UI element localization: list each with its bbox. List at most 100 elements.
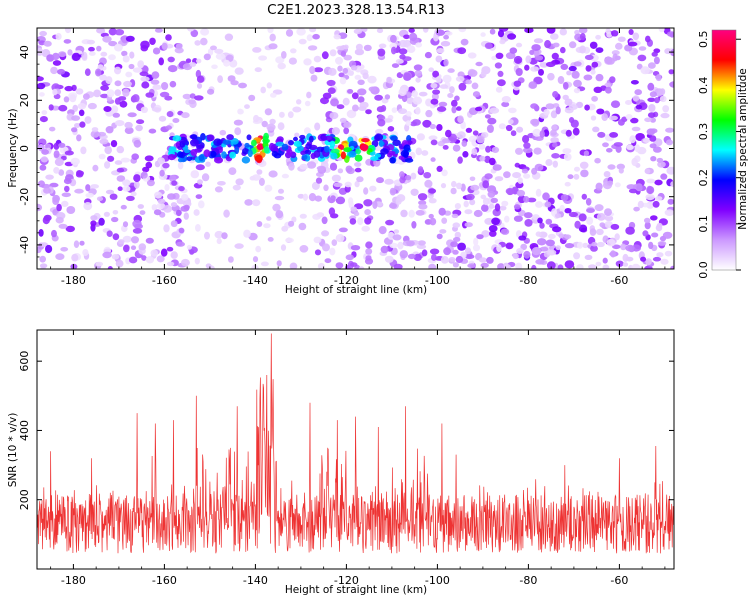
colorbar-tick-label: 0.1: [697, 215, 710, 233]
heatmap-cell: [154, 191, 163, 199]
heatmap-cell: [489, 230, 497, 237]
heatmap-cell: [387, 126, 395, 132]
heatmap-cell: [666, 31, 674, 37]
heatmap-cell: [380, 245, 389, 254]
heatmap-cell: [384, 255, 394, 263]
heatmap-cell: [537, 238, 547, 246]
heatmap-cell: [505, 242, 514, 250]
heatmap-cell: [181, 193, 189, 201]
heatmap-cell: [436, 106, 447, 112]
heatmap-cell: [308, 135, 314, 143]
heatmap-cell: [380, 105, 387, 112]
heatmap-cell: [303, 58, 312, 66]
snr-x-tick-label: -60: [610, 574, 628, 587]
heatmap-cell: [652, 200, 660, 208]
heatmap-cell: [655, 224, 663, 232]
heatmap-cell: [428, 67, 435, 72]
heatmap-cell: [307, 45, 318, 51]
heatmap-cell: [622, 253, 629, 262]
heatmap-cell: [79, 240, 85, 246]
heatmap-cell: [495, 86, 503, 93]
heatmap-cell: [200, 28, 210, 36]
snr-x-tick-label: -180: [61, 574, 86, 587]
heatmap-cell: [354, 180, 360, 188]
heatmap-cell: [374, 94, 383, 101]
heatmap-cell: [457, 131, 466, 139]
heatmap-cell: [275, 210, 284, 219]
heatmap-cell: [487, 117, 497, 125]
heatmap-cell: [631, 126, 641, 132]
heatmap-cell: [436, 124, 443, 131]
heatmap-cell: [303, 127, 311, 135]
heatmap-cell: [634, 89, 642, 96]
heatmap-cell: [605, 57, 615, 65]
heatmap-cell: [581, 193, 587, 200]
heatmap-cell: [329, 140, 336, 148]
heatmap-cell: [539, 130, 545, 138]
heatmap-cell: [293, 136, 298, 142]
heatmap-cell: [39, 92, 45, 97]
heatmap-cell: [457, 115, 464, 123]
heatmap-cell: [555, 213, 562, 219]
heatmap-cell: [256, 169, 263, 175]
heatmap-cell: [665, 127, 674, 133]
heatmap-cell: [546, 261, 556, 269]
heatmap-cell: [269, 118, 276, 125]
heatmap-cell: [38, 229, 44, 237]
heatmap-cell: [58, 51, 67, 58]
heatmap-cell: [398, 39, 408, 48]
heatmap-cell: [530, 118, 540, 126]
heatmap-cell: [316, 165, 326, 171]
heatmap-cell: [360, 144, 369, 151]
heatmap-cell: [357, 96, 365, 103]
heatmap-cell: [154, 28, 163, 33]
heatmap-cell: [354, 154, 363, 162]
heatmap-cell: [467, 52, 477, 59]
heatmap-cell: [454, 203, 461, 210]
heatmap-cell: [298, 38, 307, 45]
heatmap-cell: [186, 156, 193, 162]
heatmap-cell: [308, 193, 317, 202]
heatmap-cell: [76, 134, 82, 142]
heatmap-cell: [365, 248, 373, 255]
heatmap-cell: [169, 80, 177, 88]
heatmap-cell: [353, 211, 360, 217]
heatmap-cell: [491, 146, 500, 153]
heatmap-cell: [70, 157, 80, 166]
heatmap-cell: [281, 225, 289, 232]
heatmap-cell: [364, 209, 371, 216]
heatmap-cell: [452, 262, 459, 268]
heatmap-cell: [114, 89, 122, 97]
heatmap-cell: [461, 140, 468, 147]
heatmap-cell: [281, 51, 287, 59]
heatmap-cell: [654, 179, 663, 186]
heatmap-cell: [256, 144, 264, 151]
heatmap-cell: [524, 212, 533, 219]
heatmap-cell: [580, 169, 589, 178]
heatmap-cell: [489, 107, 500, 114]
heatmap-cell: [117, 239, 125, 245]
colorbar-frame: [711, 29, 737, 271]
heatmap-cell: [572, 127, 580, 136]
heatmap-cell: [480, 262, 489, 268]
heatmap-cell: [170, 202, 178, 208]
heatmap-cell: [61, 200, 69, 207]
heatmap-cell: [268, 170, 278, 178]
spectrogram-y-tick-label: -20: [18, 188, 31, 206]
heatmap-cell: [662, 231, 673, 239]
heatmap-cell: [505, 124, 513, 132]
heatmap-cell: [498, 123, 506, 130]
heatmap-cell: [190, 149, 198, 156]
heatmap-cell: [386, 76, 392, 84]
heatmap-cell: [266, 123, 276, 131]
heatmap-cell: [472, 130, 479, 136]
heatmap-cell: [635, 104, 643, 110]
heatmap-cell: [210, 45, 217, 51]
heatmap-cell: [272, 203, 281, 212]
heatmap-cell: [281, 143, 289, 151]
heatmap-cell: [454, 231, 461, 239]
heatmap-cell: [145, 256, 155, 264]
heatmap-cell: [234, 243, 244, 249]
heatmap-cell: [112, 233, 120, 241]
